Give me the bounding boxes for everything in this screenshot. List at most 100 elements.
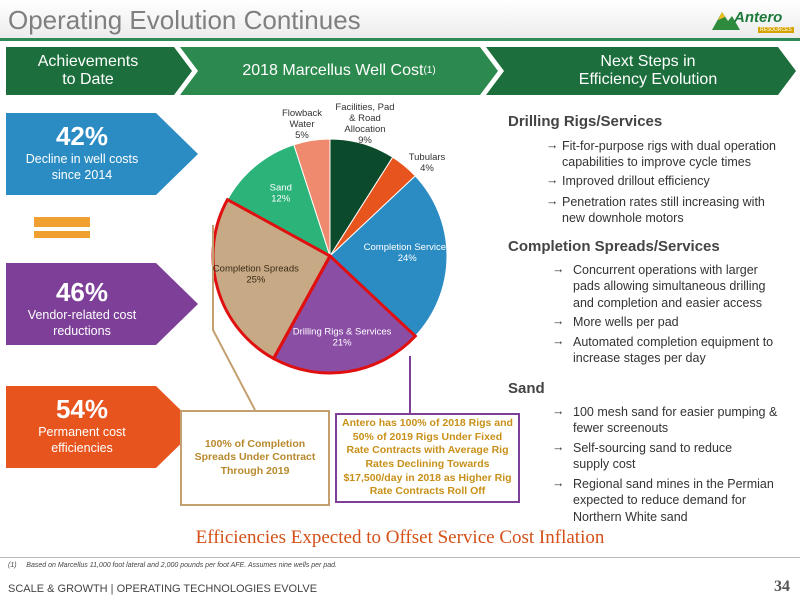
- list-item-line: Self-sourcing sand to reduce: [573, 441, 733, 455]
- footer-rule: [0, 557, 800, 558]
- pie-slice: [226, 144, 331, 258]
- arrow-icon: →: [552, 262, 565, 276]
- chevron-well-cost-label: 2018 Marcellus Well Cost: [242, 61, 424, 79]
- footnote-marker: (1): [8, 562, 17, 569]
- pie-slice-label: Flowback Water 5%: [282, 108, 322, 141]
- arrow-icon: →: [552, 440, 565, 454]
- arrow-icon: →: [552, 334, 565, 348]
- callout-line: 100% of Completion: [204, 437, 306, 450]
- list-item-line: Penetration rates still increasing with: [562, 195, 765, 209]
- chevron-well-cost-footnote: (1): [423, 65, 436, 77]
- pie-slice-label: Drilling Rigs & Services 21%: [293, 326, 392, 348]
- chevron-next-steps-line1: Next Steps in: [600, 52, 696, 70]
- section-heading-completion: Completion Spreads/Services: [508, 238, 720, 255]
- list-item-line: fewer screenouts: [573, 421, 669, 436]
- pie-slice-highlight: [271, 253, 418, 375]
- callout-line: Rate Contracts with Average Rig: [346, 444, 509, 457]
- list-item-line: More wells per pad: [573, 315, 679, 329]
- callout-line: Spreads Under Contract: [194, 451, 316, 464]
- list-item-line: Regional sand mines in the Permian: [573, 477, 774, 491]
- decorative-bar: [34, 231, 90, 238]
- stat-value: 46%: [55, 277, 109, 307]
- list-item: 100 mesh sand for easier pumping & fewer…: [573, 404, 777, 437]
- decorative-bar: [34, 217, 90, 227]
- pie-slice-highlight: [211, 197, 333, 361]
- title-bar: [0, 0, 800, 38]
- list-item-line: capabilities to improve cycle times: [562, 155, 751, 170]
- logo-word: Antero: [734, 9, 783, 26]
- company-logo: Antero RESOURCES: [710, 4, 794, 36]
- chevron-achievements: Achievements to Date: [6, 47, 192, 95]
- section-heading-sand: Sand: [508, 380, 545, 397]
- chevron-next-steps: Next Steps in Efficiency Evolution: [486, 47, 796, 95]
- arrow-icon: →: [552, 404, 565, 418]
- logo-tag: RESOURCES: [758, 27, 794, 33]
- mountain-logo-icon: [712, 12, 740, 30]
- callout-line: Rate Contracts Roll Off: [369, 485, 486, 498]
- section-heading-drilling: Drilling Rigs/Services: [508, 113, 663, 130]
- list-item-line: Automated completion equipment to: [573, 335, 774, 349]
- stat-desc-line1: Vendor-related cost: [27, 308, 137, 322]
- pie-slice: [329, 156, 416, 257]
- footnote: (1) Based on Marcellus 11,000 foot later…: [8, 562, 337, 569]
- stat-desc-line1: Decline in well costs: [25, 152, 139, 166]
- arrow-icon: →: [546, 173, 559, 187]
- list-item: Self-sourcing sand to reduce supply cost: [573, 440, 732, 473]
- list-item: Improved drillout efficiency: [562, 173, 710, 189]
- chevron-well-cost: 2018 Marcellus Well Cost (1): [180, 47, 498, 95]
- pie-slice-label: Facilities, Pad & Road Allocation 9%: [335, 102, 394, 146]
- pie-slice: [329, 175, 448, 337]
- list-item-line: increase stages per day: [573, 351, 706, 366]
- list-item-line: Northern White sand: [573, 509, 688, 524]
- stat-desc-line2: reductions: [53, 323, 111, 338]
- stat-well-cost-decline: 42% Decline in well costs since 2014: [6, 113, 198, 195]
- arrow-icon: →: [546, 194, 559, 208]
- pie-slice: [329, 138, 394, 258]
- list-item: More wells per pad: [573, 314, 679, 330]
- pie-slice: [272, 255, 416, 374]
- list-item-line: expected to reduce demand for: [573, 493, 747, 508]
- callout-line: 50% of 2019 Rigs Under Fixed: [352, 430, 503, 443]
- pie-slice-label: Sand 12%: [270, 183, 292, 205]
- list-item-line: Fit-for-purpose rigs with dual operation: [562, 139, 776, 153]
- arrow-icon: →: [546, 138, 559, 152]
- footer-text: SCALE & GROWTH | OPERATING TECHNOLOGIES …: [8, 583, 318, 595]
- page-number: 34: [774, 578, 790, 595]
- callout-connector: [212, 225, 256, 411]
- drilling-rigs-callout: Antero has 100% of 2018 Rigs and 50% of …: [335, 413, 520, 503]
- list-item-line: 100 mesh sand for easier pumping &: [573, 405, 778, 419]
- list-item-line: and completion and easier access: [573, 295, 763, 310]
- stat-value: 54%: [55, 394, 109, 424]
- list-item-line: Improved drillout efficiency: [562, 174, 710, 188]
- stat-vendor-reductions: 46% Vendor-related cost reductions: [6, 263, 198, 345]
- bottom-banner: Efficiencies Expected to Offset Service …: [195, 527, 605, 548]
- callout-line: $17,500/day in 2018 as Higher Rig: [343, 471, 512, 484]
- arrow-icon: →: [552, 314, 565, 328]
- list-item-line: new downhole motors: [562, 211, 684, 226]
- callout-line: Rates Declining Towards: [365, 458, 490, 470]
- pie-slice-label: Completion Spreads 25%: [213, 264, 299, 286]
- pie-slice: [212, 198, 331, 360]
- list-item: Regional sand mines in the Permian expec…: [573, 476, 774, 525]
- list-item-line: pads allowing simultaneous drilling: [573, 279, 766, 294]
- stat-desc-line2: since 2014: [51, 167, 113, 182]
- list-item: Fit-for-purpose rigs with dual operation…: [562, 138, 776, 171]
- completion-spreads-callout: 100% of Completion Spreads Under Contrac…: [180, 410, 330, 506]
- pie-slice: [293, 138, 331, 257]
- pie-slice-label: Tubulars 4%: [409, 152, 446, 174]
- list-item: Concurrent operations with larger pads a…: [573, 262, 765, 311]
- pie-slice-label: Completion Services 24%: [364, 242, 451, 264]
- page-title: Operating Evolution Continues: [8, 5, 361, 35]
- list-item-line: Concurrent operations with larger: [573, 263, 758, 277]
- list-item-line: supply cost: [573, 457, 636, 472]
- arrow-icon: →: [552, 476, 565, 490]
- stat-desc-line2: efficiencies: [51, 440, 113, 455]
- footnote-text: Based on Marcellus 11,000 foot lateral a…: [26, 562, 337, 569]
- chevron-achievements-line2: to Date: [62, 71, 114, 88]
- stat-value: 42%: [55, 121, 109, 151]
- title-rule: [0, 38, 800, 41]
- chevron-next-steps-line2: Efficiency Evolution: [578, 71, 718, 88]
- stat-desc-line1: Permanent cost: [38, 425, 126, 439]
- chevron-achievements-line1: Achievements: [37, 52, 139, 70]
- stat-permanent-efficiencies: 54% Permanent cost efficiencies: [6, 386, 198, 468]
